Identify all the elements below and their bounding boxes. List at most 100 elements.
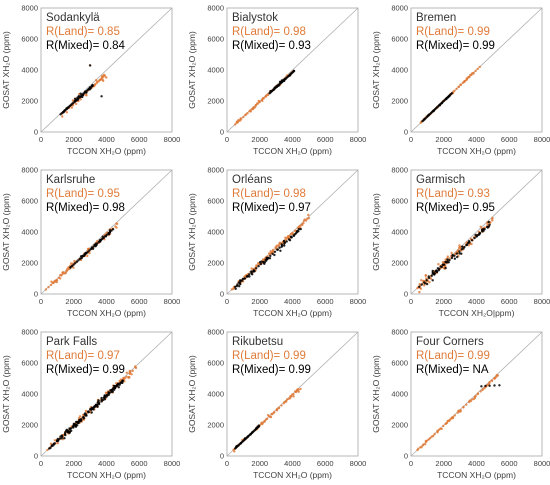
x-axis-title: TCCON XH₂O (ppm) — [67, 470, 146, 480]
land-point — [476, 392, 479, 396]
land-point — [236, 121, 239, 124]
mixed-point — [283, 244, 286, 247]
mixed-point — [299, 227, 302, 231]
mixed-point — [81, 254, 85, 258]
land-point — [261, 422, 264, 425]
y-tick-label: 8000 — [207, 166, 224, 175]
plot-frame — [40, 169, 173, 295]
mixed-point — [292, 69, 296, 73]
land-point — [291, 232, 294, 235]
mixed-point — [90, 411, 93, 414]
land-point — [47, 286, 50, 289]
y-tick-label: 8000 — [21, 166, 38, 175]
y-tick-label: 0 — [34, 452, 38, 461]
mixed-point — [74, 423, 77, 426]
y-tick-label: 8000 — [21, 4, 38, 13]
mixed-point — [292, 234, 295, 237]
land-point — [456, 411, 459, 414]
land-point — [461, 81, 465, 85]
mixed-point — [276, 248, 279, 251]
land-point — [287, 397, 290, 400]
y-tick-label: 4000 — [391, 228, 408, 237]
mixed-point — [60, 437, 63, 440]
land-point — [277, 406, 281, 409]
land-point — [491, 216, 494, 220]
x-axis-title: TCCON XH₂O (ppm) — [253, 470, 332, 480]
x-axis-title: TCCON XH₂O (ppm) — [67, 308, 146, 318]
land-point — [453, 414, 456, 417]
mixed-point — [113, 386, 117, 390]
x-tick-label: 6000 — [317, 297, 334, 306]
plot-frame — [226, 169, 359, 295]
land-point — [467, 400, 471, 404]
x-tick-label: 0 — [225, 135, 229, 144]
y-tick-label: 0 — [34, 128, 38, 137]
mixed-point — [257, 265, 260, 268]
x-tick-label: 0 — [409, 459, 413, 468]
mixed-point — [61, 435, 64, 438]
mixed-point — [66, 430, 69, 433]
land-point — [457, 85, 460, 89]
site-name: Sodankylä — [46, 12, 100, 24]
mixed-point — [294, 232, 298, 235]
land-point — [269, 250, 272, 253]
land-point — [299, 224, 302, 227]
y-tick-label: 6000 — [21, 359, 38, 368]
mixed-point — [460, 248, 464, 251]
mixed-point — [234, 285, 237, 288]
land-point — [430, 435, 434, 438]
y-tick-label: 0 — [220, 128, 224, 137]
land-point — [255, 265, 258, 268]
x-tick-label: 2000 — [251, 297, 268, 306]
land-point — [293, 229, 297, 232]
y-tick-label: 4000 — [207, 66, 224, 75]
plot-frame — [410, 7, 543, 133]
mixed-point — [450, 256, 454, 260]
land-point — [260, 98, 263, 102]
land-point — [285, 237, 289, 240]
land-point — [292, 393, 295, 396]
mixed-point — [80, 256, 83, 259]
x-tick-label: 4000 — [98, 459, 115, 468]
land-point — [425, 277, 428, 280]
x-tick-label: 2000 — [435, 297, 452, 306]
mixed-point — [234, 287, 237, 290]
x-tick-label: 8000 — [534, 297, 550, 306]
mixed-point — [460, 245, 464, 248]
land-point — [307, 216, 311, 220]
land-point — [78, 415, 82, 418]
land-point — [422, 443, 425, 446]
land-point — [473, 395, 477, 398]
land-point — [282, 402, 286, 405]
land-point — [65, 111, 69, 114]
y-tick-label: 8000 — [207, 328, 224, 337]
land-point — [262, 97, 265, 100]
mixed-point — [73, 97, 77, 101]
land-point — [55, 279, 58, 282]
r-mixed-annotation: R(Mixed)= 0.84 — [46, 40, 126, 52]
land-point — [457, 409, 460, 412]
land-point — [297, 390, 300, 393]
mixed-point — [257, 425, 261, 428]
land-point — [95, 81, 99, 84]
land-point — [71, 99, 75, 102]
mixed-point — [262, 260, 265, 264]
land-point — [102, 75, 105, 79]
land-point — [419, 446, 422, 449]
land-point — [479, 225, 482, 228]
land-point — [419, 287, 423, 290]
x-tick-label: 6000 — [131, 297, 148, 306]
land-point — [268, 415, 271, 418]
mixed-point — [485, 225, 489, 229]
land-point — [115, 222, 118, 225]
land-point — [53, 439, 57, 442]
land-point — [302, 219, 306, 222]
mixed-point — [48, 447, 51, 450]
mixed-point — [107, 232, 110, 235]
x-tick-label: 8000 — [350, 135, 366, 144]
site-name: Garmisch — [416, 174, 465, 186]
x-tick-label: 2000 — [65, 297, 82, 306]
mixed-point — [77, 259, 80, 262]
mixed-point — [50, 444, 53, 448]
